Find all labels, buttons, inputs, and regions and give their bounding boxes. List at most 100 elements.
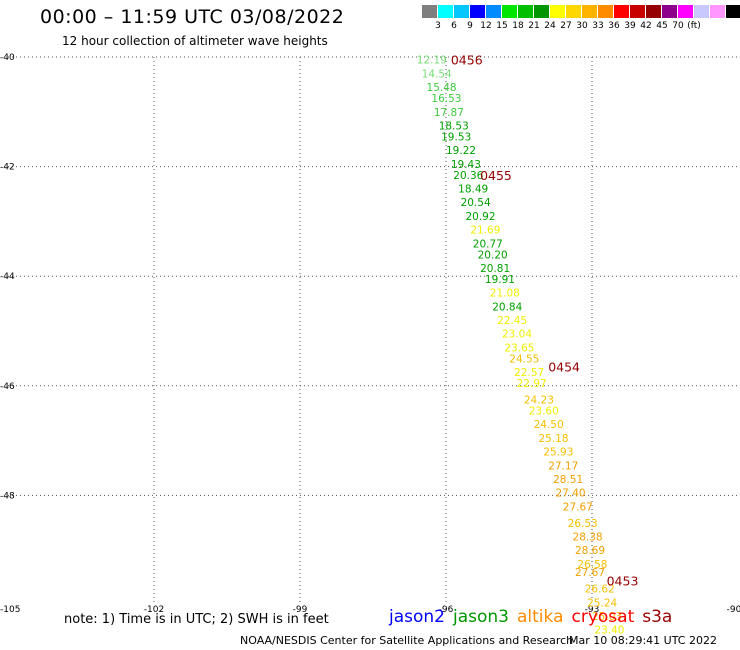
swh-value: 16.53 [431,93,461,105]
x-tick-label: -90 [727,605,740,615]
swh-value: 26.58 [577,559,607,571]
swh-value: 20.92 [465,211,495,223]
swh-value: 21.08 [490,288,520,300]
swh-value: 19.91 [485,274,515,286]
swh-value: 25.93 [543,447,573,459]
swh-value: 28.69 [575,545,605,557]
legend-label: (ft) [687,21,701,31]
legend-swatch [422,5,438,18]
chart-title: 00:00 – 11:59 UTC 03/08/2022 [40,6,345,28]
swh-value: 23.60 [529,405,559,417]
swh-value: 23.04 [502,329,532,341]
swh-value: 26.62 [585,584,615,596]
swh-value: 28.38 [573,532,603,544]
swh-value: 25.03 [592,611,622,623]
chart-subtitle: 12 hour collection of altimeter wave hei… [62,34,328,48]
satellite-label-s3a: s3a [642,607,673,627]
track-time-label: 0454 [548,360,580,375]
legend-swatch [518,5,534,18]
legend-swatch [438,5,454,18]
swh-value: 25.18 [538,433,568,445]
swh-value: 22.57 [514,367,544,379]
x-tick-label: -99 [293,605,308,615]
track-labels: 0456 0455 0454 0453 [451,53,639,589]
swh-value: 24.50 [534,419,564,431]
track-time-label: 0455 [480,168,512,183]
legend-swatch [646,5,662,18]
satellite-label-jason3: jason3 [453,607,509,627]
swh-value: 27.17 [548,460,578,472]
x-tick-label: -96 [439,605,454,615]
legend-label: 9 [467,21,473,31]
y-tick-label: -46 [0,382,15,392]
legend-label: 33 [592,21,604,31]
swh-value: 19.53 [441,131,471,143]
legend-label: 70 [672,21,684,31]
legend-label: 39 [624,21,636,31]
legend-swatch [726,5,740,18]
swh-value: 19.22 [446,145,476,157]
swh-value: 25.24 [587,597,617,609]
legend-swatch [598,5,614,18]
swh-value: 20.77 [473,238,503,250]
y-tick-label: -42 [0,163,15,173]
legend-swatch [630,5,646,18]
legend-swatch [566,5,582,18]
x-tick-label: -105 [0,605,20,615]
timestamp: Mar 10 08:29:41 UTC 2022 [569,634,717,647]
swh-value: 18.53 [439,121,469,133]
footer-note: note: 1) Time is in UTC; 2) SWH is in fe… [64,612,329,627]
legend-label: 12 [480,21,492,31]
legend-swatch [486,5,502,18]
swh-value: 20.81 [480,263,510,275]
legend-swatch [534,5,550,18]
satellite-legend: jason2 jason3 altika cryosat s3a [389,607,680,627]
legend-swatch [662,5,678,18]
credit-text: NOAA/NESDIS Center for Satellite Applica… [240,634,574,647]
swh-value: 20.36 [453,170,483,182]
swh-value: 22.45 [497,315,527,327]
swh-value: 28.51 [553,474,583,486]
legend-swatch [550,5,566,18]
legend-label: 3 [435,21,441,31]
legend-label: 18 [512,21,524,31]
x-tick-label: -93 [585,605,600,615]
swh-value: 18.49 [458,184,488,196]
swh-value: 24.23 [524,395,554,407]
legend-swatch [614,5,630,18]
legend-label: 30 [576,21,588,31]
swh-value: 20.54 [461,197,491,209]
legend-swatch [694,5,710,18]
satellite-label-altika: altika [517,607,564,627]
legend-label: 21 [528,21,540,31]
legend-label: 27 [560,21,572,31]
y-tick-label: -44 [0,272,15,282]
swh-value: 20.84 [492,301,522,313]
legend-label: 15 [496,21,508,31]
swh-value: 27.67 [575,567,605,579]
grid-lines [8,56,738,605]
color-legend: 3 6 9 12 15 18 21 24 27 30 33 36 39 42 45 70 (ft) [422,5,740,31]
legend-color-bar [422,5,740,18]
legend-labels: 3 6 9 12 15 18 21 24 27 30 33 36 39 42 45 70 (ft) [422,18,740,31]
legend-label: 36 [608,21,620,31]
swh-value: 19.43 [451,159,481,171]
swh-value: 12.19 [417,55,447,67]
x-tick-label: -102 [144,605,164,615]
satellite-label-jason2: jason2 [389,607,445,627]
swh-value: 15.48 [427,82,457,94]
satellite-label-cryosat: cryosat [571,607,635,627]
track-time-label: 0456 [451,53,483,68]
swh-value: 22.97 [517,378,547,390]
legend-label: 24 [544,21,556,31]
legend-label: 45 [656,21,668,31]
swh-value: 14.54 [422,68,452,80]
legend-swatch [470,5,486,18]
track-time-label: 0453 [607,573,639,588]
swh-value: 17.87 [434,107,464,119]
swh-value: 21.69 [470,225,500,237]
axis-ticks: -105 -102 -99 -96 -93 -90 -40 -42 -44 -46 -48 [0,53,740,615]
legend-swatch [454,5,470,18]
